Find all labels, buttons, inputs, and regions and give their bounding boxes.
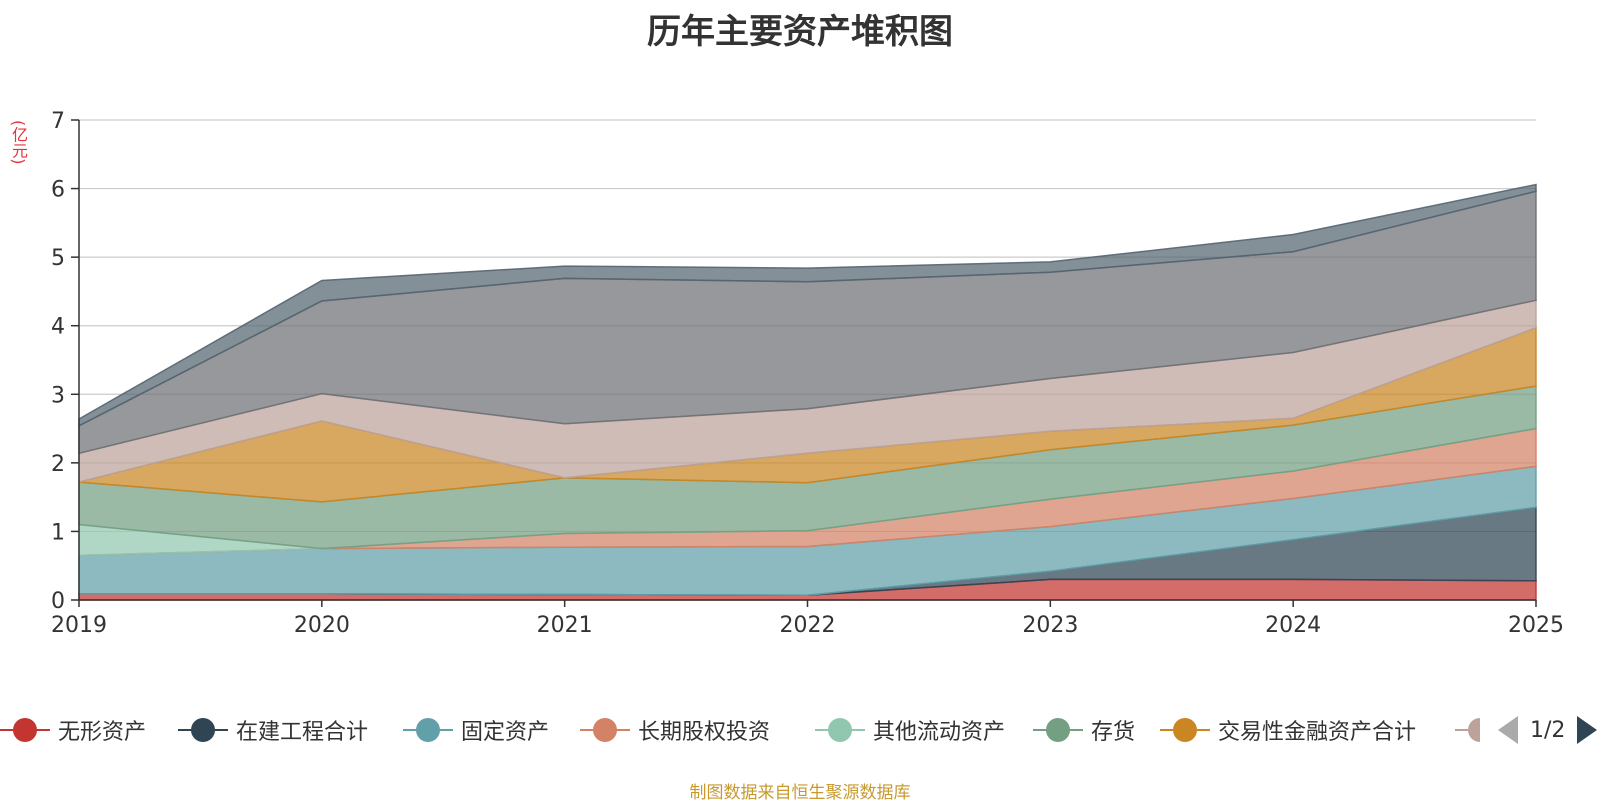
y-axis-unit-label: (亿元) [9,120,28,165]
legend-marker-icon [1160,710,1210,750]
legend-item-1[interactable]: 在建工程合计 [178,710,368,750]
legend-next-page-icon[interactable] [1577,716,1598,744]
legend-label: 在建工程合计 [236,720,369,745]
legend-page-indicator: 1/2 [1530,717,1566,743]
legend-label: 交易性金融资产合计 [1218,720,1417,745]
legend-label: 固定资产 [461,720,550,745]
x-tick-label-2020: 2020 [294,613,350,638]
legend-item-7[interactable] [1455,710,1480,750]
area-series-9[interactable] [78,183,1537,428]
x-tick-label-2021: 2021 [537,613,593,638]
x-tick-label-2025: 2025 [1508,613,1564,638]
x-tick-label-2022: 2022 [780,613,836,638]
area-series [78,183,1537,601]
legend-marker-icon [1033,710,1083,750]
legend-marker-icon [0,710,50,750]
y-tick-label-7: 7 [51,109,65,134]
legend-label: 其他流动资产 [873,720,1006,745]
legend-marker-icon [1455,710,1480,750]
legend-item-3[interactable]: 长期股权投资 [580,710,770,750]
legend-label: 存货 [1091,720,1136,745]
axes: 0 1 2 3 4 5 6 7 2019 2020 2021 2022 2023 2024 2025 [51,109,1564,638]
data-source-note: 制图数据来自恒生聚源数据库 [689,783,911,803]
legend-items: 无形资产 在建工程合计 固定资产 长期股权投资 其他流动资产 存货 交易性金融资产合计 [0,710,1480,750]
legend-item-0[interactable]: 无形资产 [0,710,146,750]
legend-item-6[interactable]: 交易性金融资产合计 [1160,710,1416,750]
y-tick-label-2: 2 [51,452,65,477]
y-tick-label-6: 6 [51,178,65,203]
legend-label: 长期股权投资 [638,720,771,745]
y-tick-label-5: 5 [51,246,65,271]
legend-marker-icon [403,710,453,750]
legend: 无形资产 在建工程合计 固定资产 长期股权投资 其他流动资产 存货 交易性金融资产合计 1/… [0,710,1600,760]
y-tick-label-1: 1 [51,520,65,545]
stacked-area-chart: 0 1 2 3 4 5 6 7 2019 2020 2021 2022 2023 2024 2025 [51,109,1564,638]
legend-marker-icon [580,710,630,750]
x-tick-label-2019: 2019 [51,613,107,638]
legend-pager: 1/2 [1498,710,1598,750]
legend-prev-page-icon[interactable] [1498,716,1518,744]
chart-title: 历年主要资产堆积图 [647,12,953,52]
y-tick-label-0: 0 [51,589,65,614]
legend-marker-icon [178,710,228,750]
legend-label: 无形资产 [58,720,147,745]
legend-marker-icon [815,710,865,750]
y-tick-label-4: 4 [51,315,65,340]
legend-item-4[interactable]: 其他流动资产 [815,710,1005,750]
x-tick-label-2023: 2023 [1022,613,1078,638]
x-tick-label-2024: 2024 [1265,613,1321,638]
y-tick-label-3: 3 [51,383,65,408]
legend-item-2[interactable]: 固定资产 [403,710,549,750]
legend-item-5[interactable]: 存货 [1033,710,1135,750]
